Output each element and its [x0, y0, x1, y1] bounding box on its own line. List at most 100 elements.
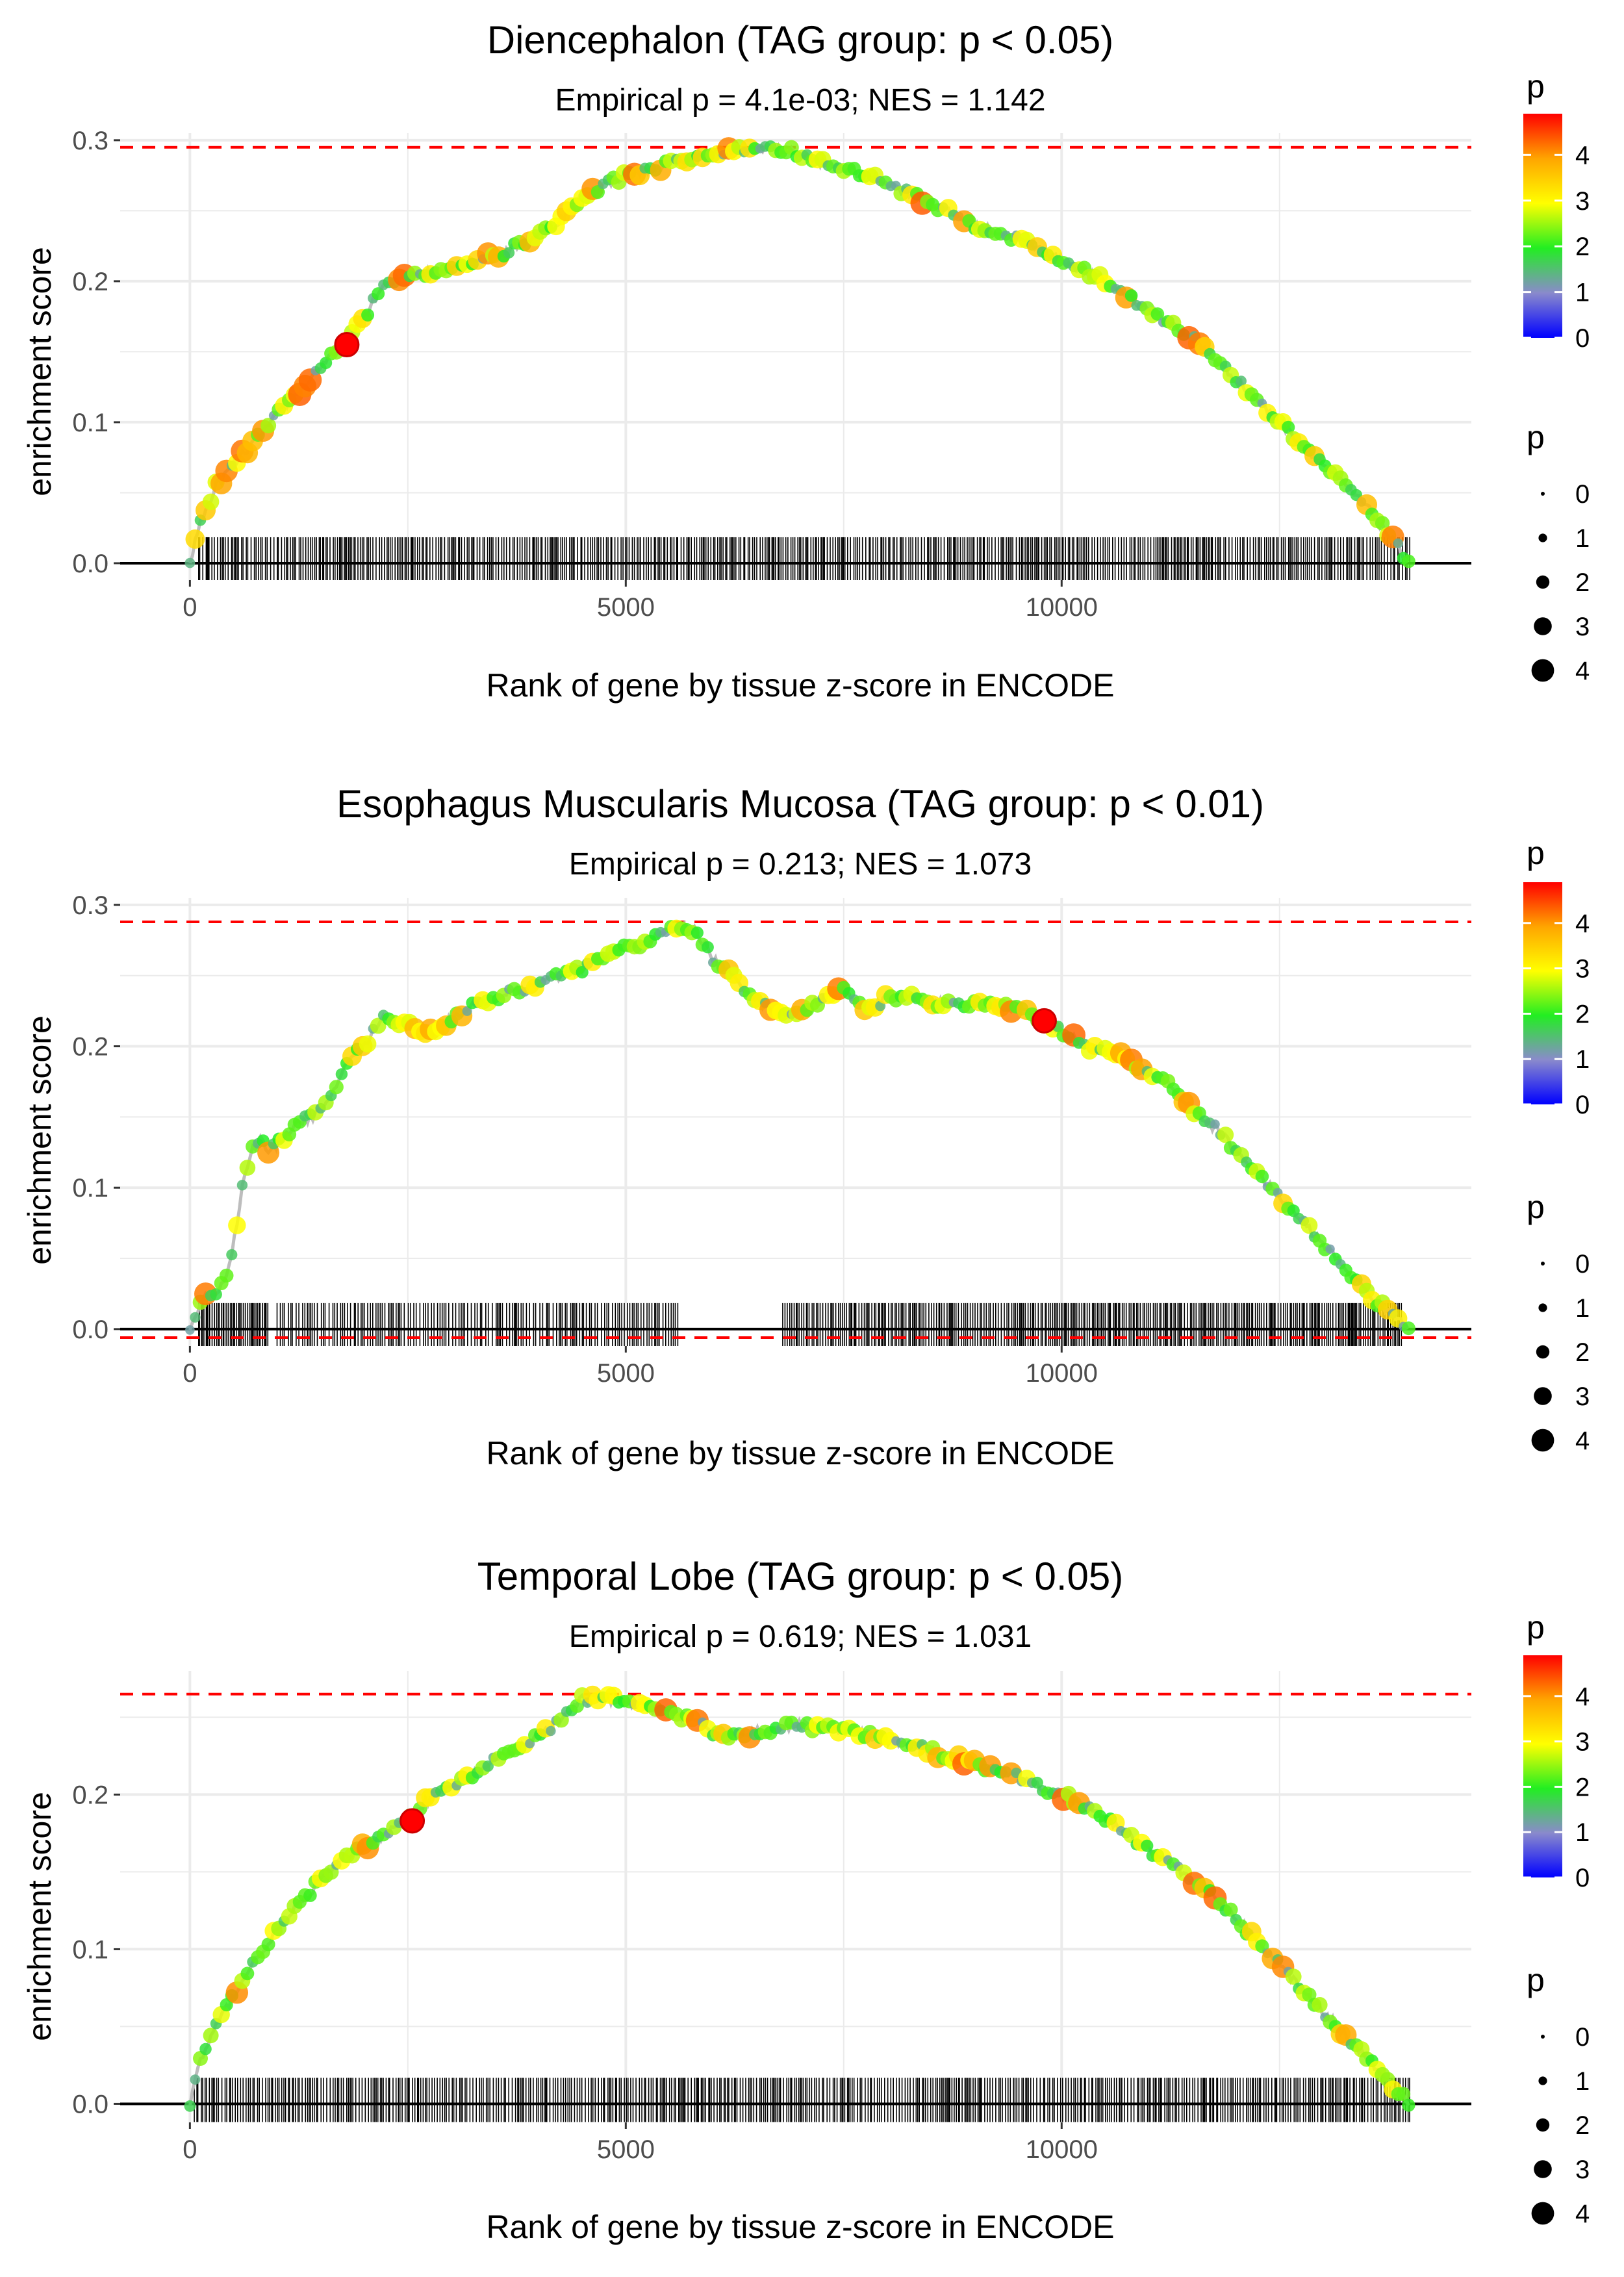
y-tick-label: 0.2	[72, 1033, 108, 1062]
max-p-point	[334, 332, 360, 358]
enrichment-points	[185, 919, 1415, 1336]
size-legend-label: 0	[1575, 480, 1590, 509]
size-legend-label: 2	[1575, 568, 1590, 597]
enrichment-point	[335, 1068, 348, 1080]
enrichment-point	[260, 418, 277, 434]
size-legend-dot	[1541, 492, 1545, 496]
enrichment-point	[329, 1080, 344, 1095]
panel-temporal-lobe: Temporal Lobe (TAG group: p < 0.05) Empi…	[21, 1555, 1471, 2245]
size-legend-label: 1	[1575, 1294, 1590, 1323]
panel-title: Temporal Lobe (TAG group: p < 0.05)	[477, 1555, 1123, 1598]
size-legend-label: 2	[1575, 2111, 1590, 2140]
legend-panel-temporal-lobe: p p 4 3 2 1 0 0 1 2 3 4	[1523, 1609, 1590, 2228]
enrichment-point	[199, 2042, 212, 2055]
color-bar-label: 0	[1575, 1091, 1590, 1119]
tick-labels: 0 5000 10000 0.0 0.1 0.2	[72, 1781, 1098, 2164]
enrichment-point	[185, 529, 205, 549]
enrichment-point	[576, 966, 589, 979]
enrichment-point	[219, 1268, 234, 1283]
enrichment-point	[1285, 1968, 1302, 1985]
tick-labels: 0 5000 10000 0.0 0.1 0.2 0.3	[72, 891, 1098, 1388]
color-legend-title: p	[1527, 835, 1545, 871]
enrichment-point	[1124, 289, 1138, 302]
y-axis-label: enrichment score	[21, 1792, 58, 2041]
size-legend-dot	[1541, 1262, 1545, 1266]
size-legend-label: 1	[1575, 524, 1590, 553]
x-tick-label: 5000	[597, 2135, 655, 2164]
size-legend-dot	[1534, 2160, 1552, 2178]
enrichment-point	[203, 2028, 219, 2044]
enrichment-point	[185, 1325, 195, 1335]
color-bar-label: 1	[1575, 1045, 1590, 1074]
color-bar-label: 1	[1575, 279, 1590, 307]
enrichment-point	[226, 1249, 238, 1260]
color-bar-label: 2	[1575, 1000, 1590, 1028]
size-legend-dot	[1538, 1303, 1547, 1312]
y-tick-label: 0.1	[72, 1174, 108, 1202]
plot-area	[120, 919, 1471, 1346]
enrichment-point	[190, 2074, 201, 2085]
size-legend-dot	[1531, 659, 1554, 682]
enrichment-point	[210, 1288, 222, 1301]
x-tick-label: 0	[183, 2135, 197, 2164]
y-tick-label: 0.2	[72, 1781, 108, 1809]
enrichment-point	[546, 1725, 556, 1736]
enrichment-point	[361, 308, 375, 322]
size-legend-label: 3	[1575, 2156, 1590, 2184]
grid-lines	[120, 898, 1471, 1346]
size-legend-label: 3	[1575, 1382, 1590, 1411]
x-axis-label: Rank of gene by tissue z-score in ENCODE	[486, 1435, 1114, 1471]
enrichment-point	[202, 493, 220, 511]
size-legend-dot	[1536, 2118, 1550, 2132]
y-tick-label: 0.0	[72, 2090, 108, 2118]
size-legend-dot	[1538, 2076, 1547, 2085]
enrichment-point	[1210, 1119, 1220, 1129]
size-legend-title: p	[1527, 419, 1545, 455]
enrichment-point	[1141, 1839, 1154, 1852]
x-tick-label: 10000	[1026, 2135, 1098, 2164]
x-axis-label: Rank of gene by tissue z-score in ENCODE	[486, 667, 1114, 704]
enrichment-point	[462, 1006, 472, 1016]
color-bar-label: 4	[1575, 910, 1590, 938]
tick-labels: 0 5000 10000 0.0 0.1 0.2 0.3	[72, 127, 1098, 622]
size-legend-dot	[1531, 2202, 1554, 2225]
color-bar-label: 3	[1575, 187, 1590, 216]
enrichment-points	[184, 137, 1415, 568]
y-tick-label: 0.3	[72, 891, 108, 920]
enrichment-point	[1031, 1776, 1043, 1789]
enrichment-point	[228, 1216, 246, 1234]
panel-subtitle: Empirical p = 0.213; NES = 1.073	[569, 847, 1032, 882]
x-tick-label: 5000	[597, 1359, 655, 1388]
gene-hit-ticks	[197, 537, 1410, 580]
color-bar-label: 4	[1575, 1683, 1590, 1711]
grid-lines	[120, 133, 1471, 580]
enrichment-curve	[188, 142, 1410, 564]
size-legend-dot	[1536, 1345, 1550, 1359]
legend-panel-esophagus: p p 4 3 2 1 0 0 1 2 3 4	[1523, 835, 1590, 1455]
color-legend-title: p	[1527, 68, 1545, 105]
enrichment-point	[1300, 1217, 1318, 1234]
size-legend-label: 4	[1575, 1427, 1590, 1455]
color-bar-label: 1	[1575, 1818, 1590, 1847]
color-bar	[1523, 114, 1562, 338]
enrichment-point	[190, 1312, 201, 1323]
enrichment-point	[359, 1035, 377, 1053]
size-legend-title: p	[1527, 1189, 1545, 1225]
enrichment-point	[691, 926, 704, 939]
y-axis-label: enrichment score	[21, 1015, 58, 1265]
enrichment-point	[1255, 1169, 1269, 1184]
enrichment-point	[1402, 2098, 1415, 2112]
enrichment-points	[184, 1685, 1415, 2112]
size-legend-dot	[1534, 617, 1552, 635]
size-legend-label: 4	[1575, 657, 1590, 685]
enrichment-point	[503, 247, 515, 259]
grid-lines	[120, 1671, 1471, 2122]
enrichment-point	[184, 557, 196, 568]
color-bar-label: 3	[1575, 1728, 1590, 1757]
max-p-point	[1031, 1008, 1057, 1034]
color-bar-label: 0	[1575, 324, 1590, 353]
enrichment-point	[184, 2100, 196, 2112]
color-legend-title: p	[1527, 1609, 1545, 1646]
